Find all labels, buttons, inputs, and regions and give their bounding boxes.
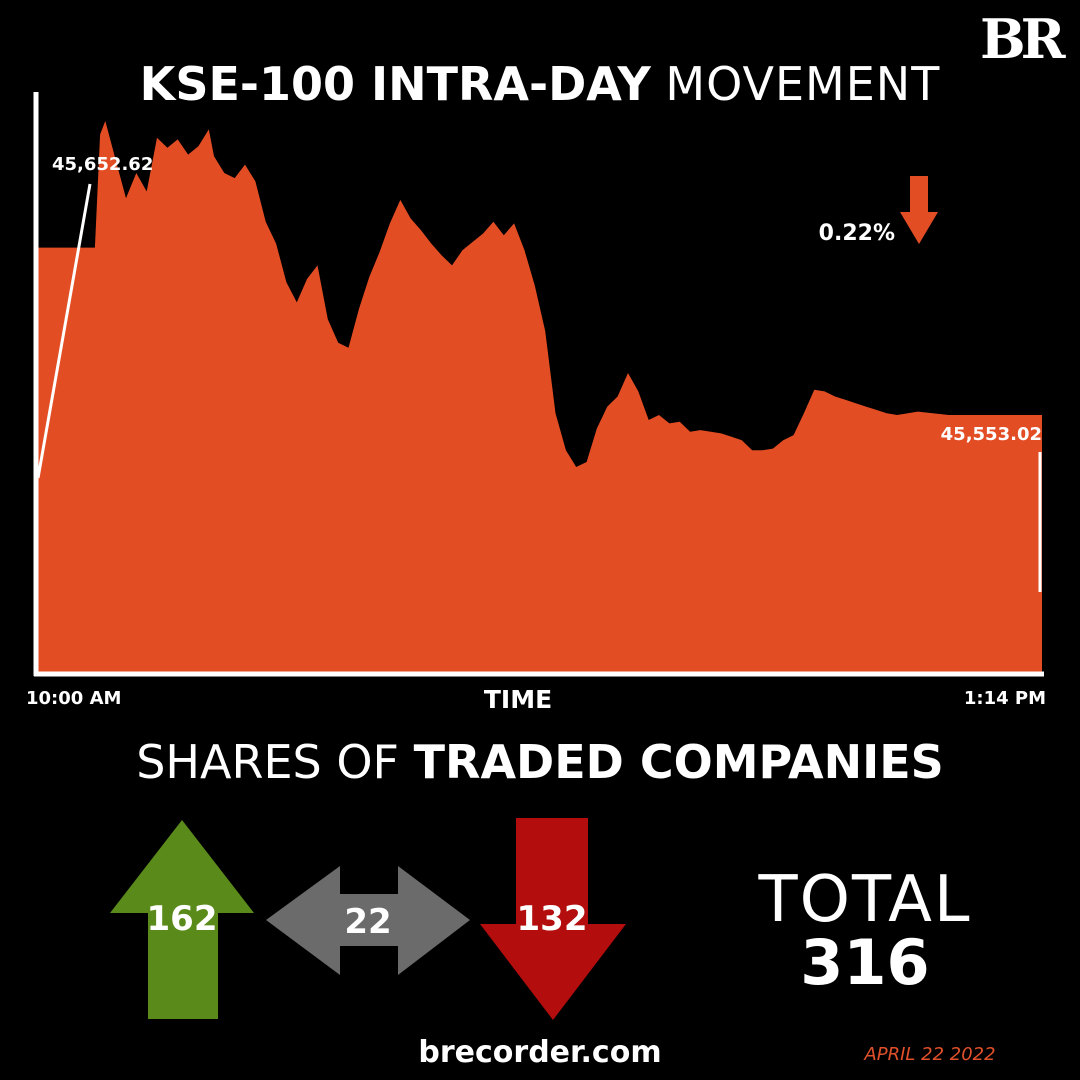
change-label: 0.22%	[819, 221, 895, 246]
total-label: TOTAL	[758, 863, 972, 937]
breadth-heading-light: SHARES OF	[136, 735, 400, 789]
up-arrow-icon	[110, 820, 254, 1019]
x-end-label: 1:14 PM	[964, 688, 1046, 709]
x-axis-title: TIME	[484, 685, 552, 714]
unchanged-count: 22	[344, 902, 391, 942]
title-bold: KSE-100 INTRA-DAY	[139, 57, 651, 111]
title-light: MOVEMENT	[665, 57, 941, 111]
website-link[interactable]: brecorder.com	[418, 1035, 662, 1070]
double-arrow-icon	[266, 866, 470, 975]
open-value-label: 45,652.62	[52, 154, 153, 175]
advanced-count: 162	[147, 899, 218, 939]
br-logo: BR	[980, 7, 1066, 71]
down-arrow-icon	[900, 176, 938, 244]
down-arrow-large-icon	[480, 818, 626, 1020]
breadth-heading-bold: TRADED COMPANIES	[413, 735, 944, 789]
declined-count: 132	[517, 899, 588, 939]
total-value: 316	[800, 926, 930, 999]
chart-title: KSE-100 INTRA-DAY MOVEMENT	[0, 55, 1080, 113]
intraday-chart: 45,652.62 45,553.02 0.22% 10:00 AM 1:14 …	[26, 92, 1046, 714]
date-label: APRIL 22 2022	[864, 1044, 996, 1065]
open-leader-line	[36, 183, 92, 479]
index-area	[38, 121, 1042, 672]
close-value-label: 45,553.02	[941, 424, 1042, 445]
x-start-label: 10:00 AM	[26, 688, 121, 709]
breadth-heading: SHARES OF TRADED COMPANIES	[0, 732, 1080, 792]
